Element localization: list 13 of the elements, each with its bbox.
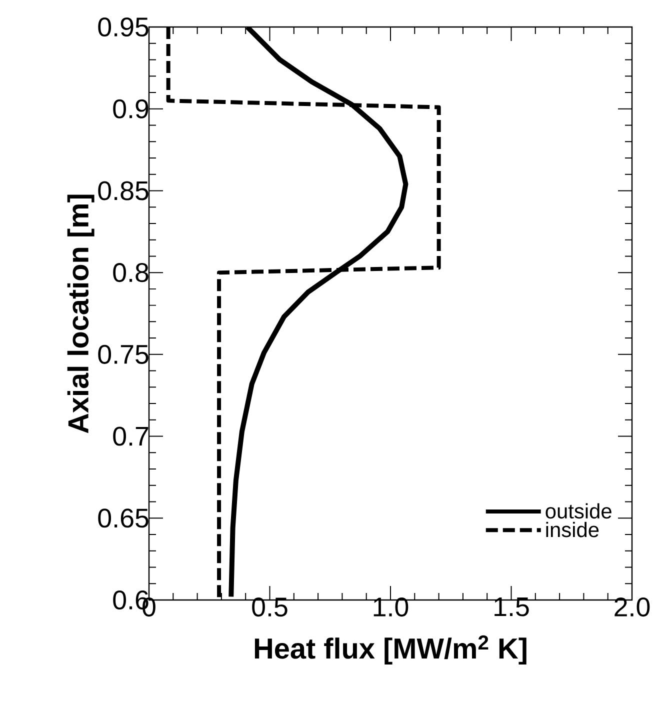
y-tick-label: 0.9 — [113, 99, 148, 118]
y-tick-label: 0.95 — [98, 17, 148, 37]
y-axis-title: Axial location [m] — [67, 194, 94, 434]
y-tick-label: 0.65 — [98, 508, 148, 528]
y-tick-label: 0.85 — [98, 181, 148, 200]
x-tick-label: 1.5 — [494, 598, 529, 616]
y-tick-label: 0.75 — [98, 344, 148, 364]
y-tick-label: 0.7 — [113, 426, 148, 446]
x-axis-title: Heat flux [MW/m$^{2}$ K] — [254, 635, 526, 665]
x-tick-label: 2.0 — [614, 598, 650, 617]
legend-label: inside — [546, 522, 599, 538]
y-tick-label: 0.8 — [113, 263, 148, 282]
legend-label: outside — [546, 503, 612, 519]
